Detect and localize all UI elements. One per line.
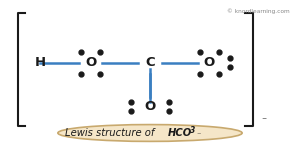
Text: HCO: HCO (168, 128, 192, 138)
Ellipse shape (58, 125, 242, 141)
Text: 3: 3 (190, 126, 195, 135)
Text: O: O (204, 56, 215, 69)
Text: C: C (145, 56, 155, 69)
Text: O: O (144, 100, 156, 113)
Text: ⁻: ⁻ (196, 130, 200, 139)
Text: ⁻: ⁻ (262, 116, 267, 126)
Text: Lewis structure of: Lewis structure of (65, 128, 158, 138)
Text: H: H (34, 56, 46, 69)
Text: © knordlearning.com: © knordlearning.com (227, 9, 290, 14)
Text: O: O (85, 56, 96, 69)
